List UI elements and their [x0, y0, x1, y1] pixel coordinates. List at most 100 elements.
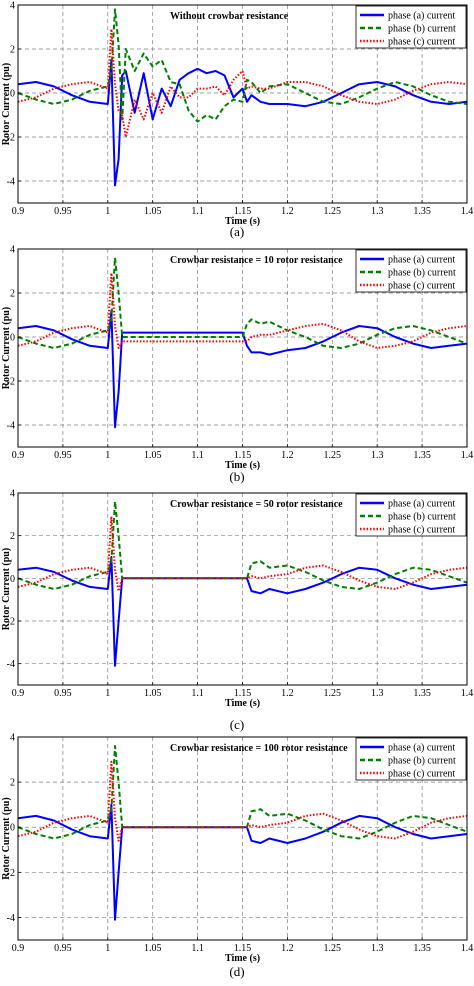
x-tick-label: 1.05 — [144, 943, 162, 954]
x-tick-label: 1 — [105, 688, 110, 699]
y-tick-label: 0 — [10, 574, 15, 585]
chart-panel-d: 0.9 0.95 1 1.05 1.1 1.15 1.2 1.25 1.3 1.35 1.4 -4 -2… — [1, 733, 473, 980]
y-tick-label: -4 — [7, 177, 15, 188]
series-line-a — [17, 59, 468, 187]
x-tick-label: 0.95 — [54, 943, 72, 954]
y-tick-label: 2 — [10, 289, 15, 300]
x-tick-label: 1.1 — [191, 943, 204, 954]
x-tick-label: 1.4 — [461, 450, 474, 461]
x-tick-label: 1.35 — [413, 943, 431, 954]
y-axis-label: Rotor Current (pu) — [1, 548, 12, 630]
y-tick-label: -2 — [7, 617, 15, 628]
x-tick-label: 1.35 — [413, 206, 431, 217]
chart-annotation: Crowbar resistance = 10 rotor resistance — [170, 255, 343, 266]
x-tick-label: 1.35 — [413, 688, 431, 699]
y-tick-label: 0 — [10, 89, 15, 100]
subfigure-caption: (c) — [230, 717, 244, 732]
series-line-c — [17, 272, 468, 349]
x-tick-label: 0.9 — [12, 206, 25, 217]
legend-entry: phase (b) current — [388, 512, 456, 523]
chart-annotation: Crowbar resistance = 100 rotor resistanc… — [170, 743, 348, 754]
y-tick-label: 4 — [10, 489, 15, 500]
x-tick-label: 1.05 — [144, 206, 162, 217]
x-tick-label: 0.95 — [54, 450, 72, 461]
y-tick-label: 0 — [10, 333, 15, 344]
y-tick-label: -2 — [7, 133, 15, 144]
x-tick-label: 1 — [105, 943, 110, 954]
y-axis-label: Rotor Current (pu) — [1, 797, 12, 879]
series-line-a — [17, 803, 468, 921]
subfigure-caption: (a) — [230, 224, 244, 239]
x-tick-label: 1 — [105, 450, 110, 461]
chart-annotation: Without crowbar resistance — [170, 11, 289, 22]
x-tick-label: 1.2 — [281, 206, 294, 217]
y-axis-label: Rotor Current (pu) — [1, 63, 12, 145]
x-tick-label: 1.15 — [234, 943, 252, 954]
x-tick-label: 0.9 — [12, 943, 25, 954]
x-axis-label: Time (s) — [225, 216, 260, 227]
x-tick-label: 1.15 — [234, 688, 252, 699]
x-tick-label: 1.1 — [191, 688, 204, 699]
x-tick-label: 1.3 — [371, 943, 384, 954]
y-tick-label: 4 — [10, 1, 15, 12]
x-axis-label: Time (s) — [225, 953, 260, 964]
x-tick-label: 1.4 — [461, 206, 474, 217]
legend-entry: phase (b) current — [388, 756, 456, 767]
x-axis-label: Time (s) — [225, 460, 260, 471]
series-line-c — [17, 28, 468, 138]
legend-entry: phase (c) current — [388, 37, 455, 48]
legend-entry: phase (a) current — [388, 11, 455, 22]
x-tick-label: 1.3 — [371, 206, 384, 217]
x-tick-label: 1.2 — [281, 943, 294, 954]
legend-entry: phase (c) current — [388, 525, 455, 536]
y-axis-label: Rotor Current (pu) — [1, 307, 12, 389]
x-tick-label: 1.25 — [324, 450, 342, 461]
series-line-b — [17, 745, 468, 840]
x-tick-label: 1.25 — [324, 688, 342, 699]
x-tick-label: 1.1 — [191, 450, 204, 461]
series-line-a — [17, 309, 468, 429]
x-tick-label: 0.95 — [54, 688, 72, 699]
subfigure-caption: (b) — [229, 469, 244, 484]
x-tick-label: 1.25 — [324, 943, 342, 954]
x-tick-label: 1.4 — [461, 943, 474, 954]
legend-entry: phase (b) current — [388, 268, 456, 279]
x-tick-label: 1.2 — [281, 450, 294, 461]
y-tick-label: 2 — [10, 45, 15, 56]
x-tick-label: 1.15 — [234, 450, 252, 461]
x-tick-label: 1.25 — [324, 206, 342, 217]
x-tick-label: 1.1 — [191, 206, 204, 217]
y-tick-label: 2 — [10, 778, 15, 789]
series-line-a — [17, 556, 468, 667]
y-tick-label: 2 — [10, 531, 15, 542]
y-tick-label: 4 — [10, 245, 15, 256]
y-tick-label: -4 — [7, 913, 15, 924]
y-tick-label: -4 — [7, 659, 15, 670]
series-line-b — [17, 500, 468, 590]
series-line-b — [17, 256, 468, 349]
y-tick-label: -4 — [7, 421, 15, 432]
x-tick-label: 1.3 — [371, 688, 384, 699]
x-tick-label: 0.9 — [12, 450, 25, 461]
x-tick-label: 0.9 — [12, 688, 25, 699]
x-axis-label: Time (s) — [225, 698, 260, 709]
legend-entry: phase (b) current — [388, 24, 456, 35]
x-tick-label: 1.3 — [371, 450, 384, 461]
x-tick-label: 1.05 — [144, 688, 162, 699]
legend-entry: phase (c) current — [388, 281, 455, 292]
legend-entry: phase (a) current — [388, 255, 455, 266]
chart-annotation: Crowbar resistance = 50 rotor resistance — [170, 499, 343, 510]
series-line-c — [17, 515, 468, 593]
chart-panel-b: 0.9 0.95 1 1.05 1.1 1.15 1.2 1.25 1.3 1.35 1.4 -4 -2… — [1, 245, 473, 485]
legend-entry: phase (c) current — [388, 769, 455, 780]
x-tick-label: 1.4 — [461, 688, 474, 699]
subfigure-caption: (d) — [229, 964, 244, 979]
y-tick-label: 4 — [10, 733, 15, 744]
x-tick-label: 1.15 — [234, 206, 252, 217]
y-tick-label: -2 — [7, 377, 15, 388]
y-tick-label: -2 — [7, 868, 15, 879]
chart-panel-c: 0.9 0.95 1 1.05 1.1 1.15 1.2 1.25 1.3 1.35 1.4 -4 -2… — [1, 489, 473, 733]
x-tick-label: 1.05 — [144, 450, 162, 461]
chart-panel-a: 0.9 0.95 1 1.05 1.1 1.15 1.2 1.25 1.3 1.35 1.4 -4 -2… — [1, 1, 473, 240]
